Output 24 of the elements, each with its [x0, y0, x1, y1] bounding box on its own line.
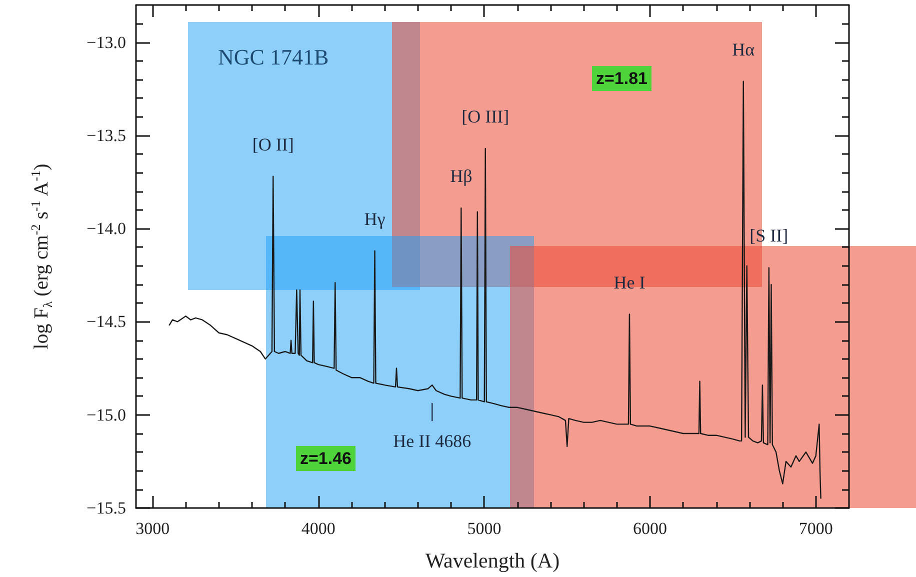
y-tick-label: −14.5 [86, 312, 126, 332]
y-tick-label: −14.0 [86, 219, 126, 238]
x-tick-label: 3000 [136, 519, 170, 538]
annotation: [S II] [750, 226, 788, 246]
x-tick-label: 6000 [633, 519, 668, 538]
y-tick-label: −15.5 [86, 498, 126, 518]
annotation: [O III] [462, 106, 510, 126]
y-tick-label: −13.5 [86, 126, 126, 145]
annotation: NGC 1741B [218, 44, 329, 70]
annotation: Hα [732, 39, 756, 60]
annotation: Hβ [450, 166, 472, 186]
annotation: Hγ [364, 208, 386, 229]
x-axis-title: Wavelength (A) [425, 548, 560, 572]
annotation: z=1.81 [596, 69, 648, 88]
annotation: z=1.46 [300, 449, 352, 468]
x-tick-label: 4000 [301, 519, 336, 538]
x-tick-label: 5000 [467, 519, 502, 538]
x-tick-label: 7000 [798, 519, 833, 538]
text: log Fλ (erg cm-2 s-1 A-1) [28, 164, 55, 350]
y-tick-label: −13.0 [86, 32, 126, 52]
annotation: He II 4686 [393, 431, 472, 452]
annotation: [O II] [252, 134, 294, 154]
annotation: He I [614, 272, 646, 292]
y-tick-label: −15.0 [86, 405, 126, 424]
